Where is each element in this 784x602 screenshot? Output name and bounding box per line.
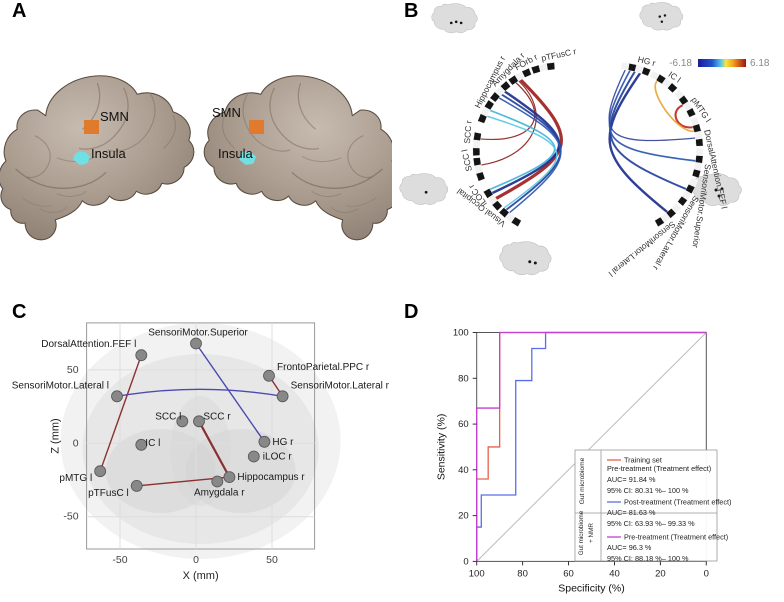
svg-text:60: 60: [563, 568, 574, 579]
svg-text:50: 50: [266, 554, 278, 566]
svg-text:iLOC r: iLOC r: [263, 452, 293, 463]
svg-text:20: 20: [458, 511, 469, 522]
svg-text:Sensitivity (%): Sensitivity (%): [436, 414, 448, 481]
svg-text:Pre-treatment (Treatment effec: Pre-treatment (Treatment effect): [624, 533, 728, 542]
svg-text:95% CI: 80.31 %– 100 %: 95% CI: 80.31 %– 100 %: [607, 486, 689, 495]
svg-text:100: 100: [469, 568, 485, 579]
svg-text:0: 0: [463, 556, 468, 567]
svg-text:50: 50: [67, 364, 79, 376]
svg-text:40: 40: [609, 568, 620, 579]
svg-text:6.18: 6.18: [750, 58, 770, 69]
svg-text:+ NMR: + NMR: [588, 523, 595, 543]
svg-text:-50: -50: [112, 554, 127, 566]
svg-text:Amygdala r: Amygdala r: [194, 488, 245, 499]
svg-text:pTFusC l: pTFusC l: [88, 488, 129, 499]
svg-text:-50: -50: [63, 511, 78, 523]
svg-text:AUC= 96.3 %: AUC= 96.3 %: [607, 543, 652, 552]
svg-text:SensoriMotor.Superior: SensoriMotor.Superior: [148, 328, 248, 339]
svg-text:DorsalAttention.FEF l: DorsalAttention.FEF l: [41, 339, 136, 350]
svg-text:40: 40: [458, 465, 469, 476]
svg-text:60: 60: [458, 419, 469, 430]
svg-text:Gut microbiome: Gut microbiome: [579, 457, 586, 504]
svg-text:95% CI: 88.18 %– 100 %: 95% CI: 88.18 %– 100 %: [607, 554, 689, 563]
svg-text:100: 100: [453, 328, 469, 339]
svg-text:-6.18: -6.18: [669, 58, 692, 69]
svg-text:0: 0: [193, 554, 199, 566]
svg-text:AUC= 91.84 %: AUC= 91.84 %: [607, 475, 656, 484]
svg-text:FrontoParietal.PPC r: FrontoParietal.PPC r: [277, 362, 370, 373]
svg-text:80: 80: [458, 373, 469, 384]
svg-text:SCC r: SCC r: [203, 411, 231, 422]
svg-text:20: 20: [655, 568, 666, 579]
svg-text:AUC= 81.63 %: AUC= 81.63 %: [607, 508, 656, 517]
svg-text:SensoriMotor.Lateral l: SensoriMotor.Lateral l: [12, 380, 109, 391]
svg-text:95% CI: 63.93 %– 99.33 %: 95% CI: 63.93 %– 99.33 %: [607, 519, 695, 528]
svg-text:Z (mm): Z (mm): [50, 418, 62, 453]
svg-text:Post-treatment (Treatment effe: Post-treatment (Treatment effect): [624, 498, 731, 507]
svg-text:Gut microbiome: Gut microbiome: [578, 510, 585, 555]
svg-text:0: 0: [73, 437, 79, 449]
svg-text:SCC l: SCC l: [155, 411, 181, 422]
svg-text:Hippocampus r: Hippocampus r: [237, 472, 305, 483]
svg-text:Pre-treatment (Treatment effec: Pre-treatment (Treatment effect): [607, 464, 711, 473]
svg-text:SensoriMotor.Lateral r: SensoriMotor.Lateral r: [291, 380, 390, 391]
svg-text:SCC r: SCC r: [462, 120, 474, 144]
svg-text:pMTG l: pMTG l: [59, 473, 92, 484]
svg-text:HG r: HG r: [272, 437, 294, 448]
svg-text:IC l: IC l: [145, 438, 160, 449]
svg-text:0: 0: [704, 568, 709, 579]
svg-text:SCC l: SCC l: [459, 148, 474, 172]
svg-text:X (mm): X (mm): [183, 570, 219, 582]
svg-text:80: 80: [517, 568, 528, 579]
svg-text:Specificity (%): Specificity (%): [558, 582, 625, 594]
svg-text:pTFusC r: pTFusC r: [540, 46, 577, 63]
